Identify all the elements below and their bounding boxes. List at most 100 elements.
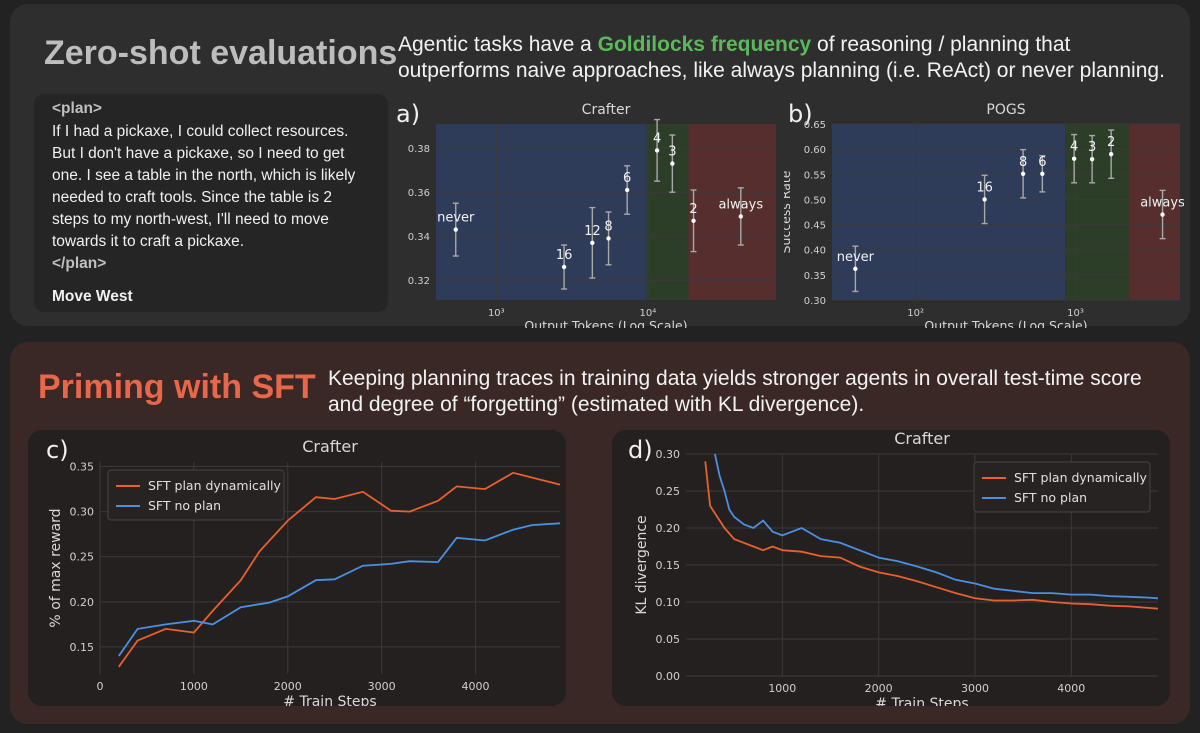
- plan-line: But I don't have a pickaxe, so I need to…: [52, 145, 345, 162]
- x-tick-label: 10⁴: [640, 308, 657, 319]
- data-point: [453, 227, 458, 232]
- y-tick-label: 0.60: [804, 145, 826, 156]
- y-tick-label: 0.30: [70, 506, 95, 519]
- section2-description: Keeping planning traces in training data…: [328, 366, 1142, 418]
- section1-description: Agentic tasks have a Goldilocks frequenc…: [398, 32, 1165, 84]
- y-tick-label: 0.38: [408, 144, 430, 155]
- panel-label-c: c): [46, 436, 69, 464]
- point-label: 4: [1070, 140, 1078, 155]
- point-label: 16: [556, 248, 573, 263]
- data-point: [561, 264, 567, 270]
- y-tick-label: 0.30: [656, 448, 681, 461]
- y-tick-label: 0.20: [70, 596, 95, 609]
- section2-title: Priming with SFT: [38, 368, 316, 406]
- data-point: [624, 187, 630, 193]
- legend-label: SFT no plan: [1014, 490, 1087, 505]
- region-always: [688, 124, 776, 300]
- point-label: always: [1140, 196, 1184, 211]
- point-label: 3: [1088, 140, 1096, 155]
- plan-line: If I had a pickaxe, I could collect reso…: [52, 123, 349, 140]
- data-point: [590, 240, 595, 245]
- desc-text: Agentic tasks have a: [398, 33, 598, 56]
- chart-title: Crafter: [894, 432, 950, 448]
- point-label: 6: [623, 171, 631, 186]
- y-tick-label: 0.35: [804, 271, 826, 282]
- point-label: 2: [1107, 135, 1115, 150]
- x-tick-label: 1000: [180, 680, 208, 693]
- x-tick-label: 0: [97, 680, 104, 693]
- point-label: 16: [976, 180, 993, 195]
- point-label: 8: [1019, 155, 1027, 170]
- data-point: [853, 266, 858, 272]
- x-axis-label: Output Tokens (Log Scale): [524, 318, 687, 328]
- x-tick-label: 10³: [488, 308, 505, 319]
- x-tick-label: 3000: [961, 682, 989, 695]
- x-axis-label: # Train Steps: [283, 694, 376, 706]
- y-tick-label: 0.15: [656, 559, 681, 572]
- series-line: [118, 522, 561, 657]
- region-always: [1128, 124, 1180, 300]
- series-line: [714, 453, 1159, 600]
- legend-label: SFT plan dynamically: [148, 478, 282, 493]
- plan-line: steps to my north-west, I'll need to mov…: [52, 211, 329, 228]
- y-tick-label: 0.05: [656, 633, 681, 646]
- y-axis-label: KL divergence: [634, 515, 650, 614]
- region-never-to-sparse: [832, 124, 1066, 300]
- data-point: [654, 148, 660, 153]
- plan-line: needed to craft tools. Since the table i…: [52, 189, 333, 206]
- chart-b-pogs-tokens: POGS 0.30 0.35 0.40 0.45 0.50 0.55 0.60 0.65 10² 1…: [784, 102, 1184, 328]
- x-tick-label: 1000: [768, 682, 796, 695]
- desc-text: of reasoning / planning that: [811, 33, 1071, 56]
- y-tick-label: 0.25: [70, 551, 95, 564]
- series-line: [118, 471, 561, 668]
- panel-label-a: a): [396, 100, 421, 128]
- data-point: [606, 236, 611, 241]
- chart-c-crafter-reward: Crafter 0.15 0.20 0.25 0.30 0.35 0 1000 2000 3000…: [48, 437, 561, 706]
- point-label: always: [718, 197, 763, 212]
- y-tick-label: 0.30: [804, 296, 826, 307]
- y-tick-label: 0.40: [804, 246, 826, 257]
- chart-title: Crafter: [582, 102, 631, 118]
- point-label: 2: [689, 202, 697, 217]
- y-axis-label: Success Rate: [784, 170, 793, 253]
- x-tick-label: 4000: [1057, 682, 1085, 695]
- point-label: 6: [1038, 155, 1046, 170]
- legend-box: [973, 461, 1151, 513]
- x-tick-label: 10³: [1067, 308, 1084, 319]
- data-point: [1071, 156, 1077, 161]
- data-point: [670, 161, 675, 166]
- y-tick-label: 0.15: [70, 641, 95, 654]
- panel-label-b: b): [788, 100, 813, 128]
- section2-desc-line2: and degree of “forgetting” (estimated wi…: [328, 393, 865, 416]
- x-axis-label: # Train Steps: [875, 696, 968, 706]
- data-point: [1020, 171, 1026, 176]
- plan-close-tag: </plan>: [52, 255, 107, 272]
- y-axis-label: % of max reward: [48, 508, 64, 627]
- legend-label: SFT plan dynamically: [1014, 470, 1148, 485]
- chart-title: Crafter: [302, 437, 358, 456]
- data-point: [1108, 151, 1114, 157]
- legend-label: SFT no plan: [148, 498, 221, 513]
- region-goldilocks: [646, 124, 689, 300]
- x-axis-label: Output Tokens (Log Scale): [924, 318, 1087, 328]
- section1-title: Zero-shot evaluations: [44, 34, 398, 72]
- y-tick-label: 0.20: [656, 522, 681, 535]
- data-point: [1040, 171, 1045, 176]
- plan-open-tag: <plan>: [52, 100, 102, 117]
- point-label: never: [437, 211, 475, 226]
- y-tick-label: 0.50: [804, 195, 826, 206]
- point-label: 12: [584, 224, 601, 239]
- y-tick-label: 0.32: [408, 276, 430, 287]
- data-point: [738, 214, 743, 219]
- y-tick-label: 0.10: [656, 596, 681, 609]
- data-point: [691, 218, 696, 223]
- y-tick-label: 0.45: [804, 221, 826, 232]
- plan-line: towards it to craft a pickaxe.: [52, 233, 245, 250]
- panel-label-d: d): [628, 436, 653, 464]
- y-tick-label: 0.25: [656, 485, 681, 498]
- y-tick-label: 0.55: [804, 170, 826, 181]
- y-tick-label: 0.34: [408, 232, 430, 243]
- y-tick-label: 0.65: [804, 120, 826, 131]
- x-tick-label: 4000: [462, 680, 490, 693]
